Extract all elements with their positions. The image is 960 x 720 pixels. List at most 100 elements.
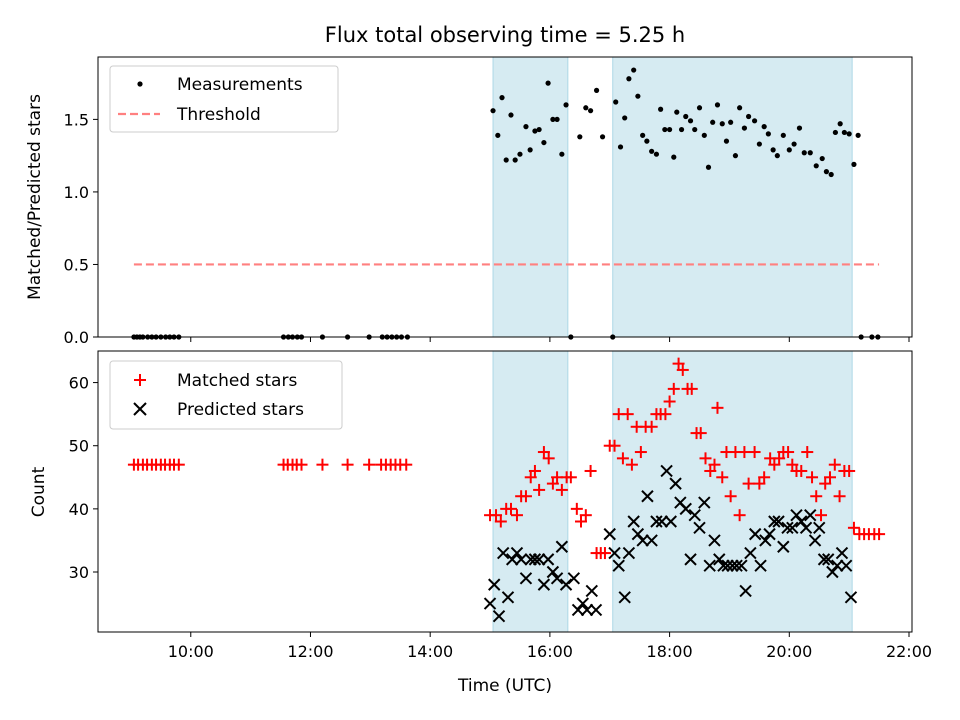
measurement-point	[671, 154, 677, 160]
bottom-y-axis: 30 40 50 60	[69, 374, 98, 582]
x-tick-label: 14:00	[407, 642, 453, 661]
measurement-point	[649, 148, 655, 154]
matched-point	[815, 509, 828, 522]
top-y-tick-label: 1.0	[64, 183, 89, 202]
matched-point	[704, 464, 717, 477]
measurement-point	[653, 151, 660, 157]
measurement-point	[523, 124, 529, 130]
measurement-point	[723, 138, 730, 144]
predicted-point	[627, 515, 640, 528]
x-axis-label: Time (UTC)	[457, 676, 552, 696]
predicted-point	[826, 565, 839, 579]
matched-point	[533, 483, 546, 496]
top-y-axis-label: Matched/Predicted stars	[25, 94, 45, 300]
matched-point	[819, 477, 832, 490]
top-x-axis	[190, 337, 910, 342]
matched-point	[676, 363, 689, 376]
measurement-point	[583, 105, 589, 111]
matched-point	[699, 452, 712, 465]
measurement-point	[512, 157, 518, 163]
predicted-point	[821, 553, 835, 566]
matched-point	[546, 477, 559, 490]
measurement-point	[587, 108, 594, 114]
predicted-point	[589, 603, 603, 617]
measurement-point	[559, 151, 565, 157]
legend-threshold-label: Threshold	[176, 105, 261, 125]
measurement-point	[635, 93, 641, 99]
matched-point	[494, 515, 507, 528]
matched-point	[708, 458, 721, 471]
measurement-point	[644, 138, 650, 144]
measurement-point	[770, 147, 776, 153]
predicted-point	[622, 546, 636, 560]
measurement-point	[550, 116, 556, 122]
predicted-point	[618, 591, 631, 604]
measurement-point	[786, 147, 792, 153]
bottom-y-tick-label: 50	[69, 437, 89, 456]
measurement-point	[765, 131, 771, 137]
matched-point	[786, 458, 799, 471]
top-shaded-interval	[492, 56, 569, 338]
predicted-point	[804, 508, 817, 522]
measurement-point	[527, 147, 533, 153]
measurement-point	[503, 157, 509, 163]
top-y-tick-label: 1.5	[64, 110, 89, 129]
predicted-point	[799, 521, 813, 535]
top-y-axis: 0.0 0.5 1.0 1.5	[64, 110, 98, 347]
measurement-point	[780, 132, 786, 138]
predicted-point	[488, 578, 501, 591]
matched-point	[782, 446, 795, 459]
top-y-tick-label: 0.0	[64, 328, 89, 347]
predicted-point	[576, 597, 590, 610]
matched-point	[316, 458, 329, 471]
measurement-point	[495, 132, 501, 138]
measurement-point	[599, 134, 606, 140]
measurement-point	[658, 106, 664, 112]
predicted-point	[496, 546, 510, 560]
matched-point	[843, 464, 856, 477]
measurement-point	[577, 134, 583, 140]
measurement-point	[791, 141, 797, 147]
bottom-y-tick-label: 60	[69, 374, 89, 393]
measurement-point	[796, 125, 803, 131]
x-tick-label: 22:00	[886, 642, 932, 661]
matched-point	[768, 458, 781, 471]
predicted-point	[603, 527, 616, 541]
matched-point	[579, 509, 592, 522]
predicted-point	[735, 559, 748, 572]
measurement-point	[490, 108, 496, 114]
predicted-point	[759, 534, 772, 547]
predicted-point	[730, 559, 743, 572]
predicted-point	[684, 553, 697, 566]
measurement-point	[536, 126, 542, 133]
measurement-point	[541, 139, 547, 146]
predicted-point	[839, 559, 853, 572]
matched-point	[828, 458, 841, 471]
x-tick-label: 18:00	[647, 642, 693, 661]
predicted-point	[748, 527, 762, 541]
measurement-point	[499, 95, 505, 101]
matched-point	[625, 458, 638, 471]
matched-point	[555, 483, 568, 496]
bottom-panel: 30 40 50 60 10:00 12:00 14:00 16:00 18:00 20:00 2…	[69, 350, 932, 661]
predicted-point	[519, 572, 533, 585]
predicted-point	[739, 584, 752, 598]
matched-point	[748, 446, 761, 459]
top-shaded-intervals	[492, 56, 853, 338]
predicted-point	[781, 521, 794, 535]
predicted-point	[813, 521, 826, 535]
measurement-point	[508, 112, 514, 118]
matched-point	[711, 401, 724, 414]
matched-point	[524, 471, 537, 484]
bottom-y-axis-label: Count	[29, 466, 49, 517]
matched-point	[400, 458, 413, 471]
predicted-point	[501, 591, 515, 604]
measurement-point	[746, 113, 752, 120]
matched-point	[824, 471, 837, 484]
measurement-point	[683, 113, 689, 120]
measurement-point	[617, 144, 624, 150]
predicted-point	[532, 553, 546, 566]
measurement-point	[855, 132, 861, 138]
predicted-point	[567, 572, 581, 585]
predicted-point	[645, 534, 658, 547]
